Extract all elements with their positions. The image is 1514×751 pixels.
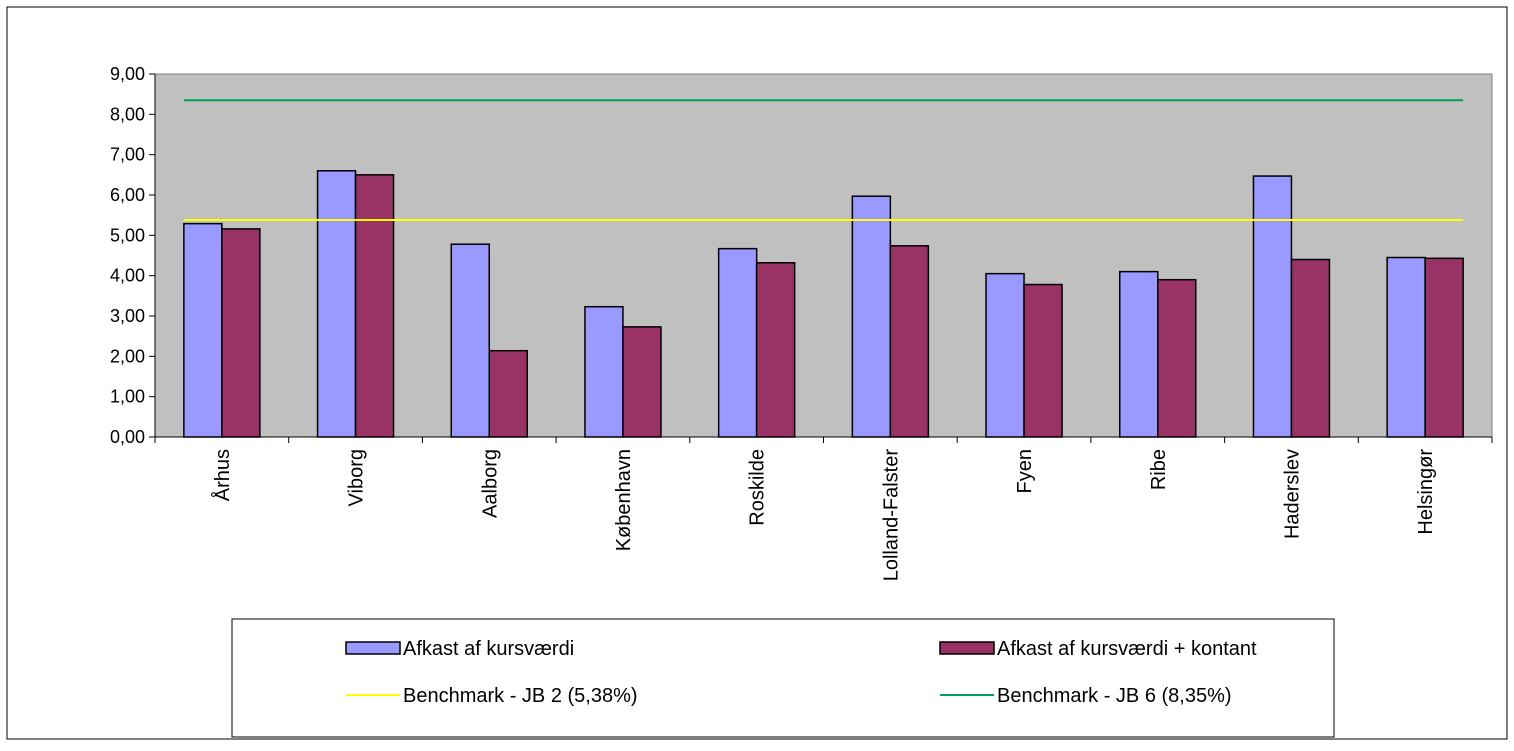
x-tick-label: Haderslev <box>1281 449 1303 539</box>
bar-kursvaerdi-kontant <box>1424 257 1464 438</box>
x-tick-label: Fyen <box>1014 449 1036 493</box>
x-tick-label: Helsingør <box>1415 449 1437 535</box>
y-tick-label: 4,00 <box>110 266 145 286</box>
legend-item-jb2: Benchmark - JB 2 (5,38%) <box>346 685 638 707</box>
y-tick-label: 3,00 <box>110 306 145 326</box>
x-axis: Århus Viborg Aalborg København Roskilde Lolla… <box>154 436 1493 582</box>
legend-item-jb6: Benchmark - JB 6 (8,35%) <box>940 685 1232 707</box>
bar-kursvaerdi-kontant <box>755 262 796 438</box>
bar-kursvaerdi <box>316 170 357 438</box>
y-tick-label: 8,00 <box>110 104 145 124</box>
y-tick-label: 7,00 <box>110 145 145 165</box>
legend-label: Benchmark - JB 2 (5,38%) <box>403 685 638 707</box>
x-tick-label: Lolland-Falster <box>880 449 902 582</box>
x-tick-label: Viborg <box>346 449 368 506</box>
legend-swatch <box>345 641 401 655</box>
legend-item-kursvaerdi: Afkast af kursværdi <box>345 638 574 660</box>
bar-kursvaerdi-kontant <box>889 245 930 438</box>
bar-kursvaerdi-kontant <box>622 326 662 438</box>
bar-kursvaerdi <box>1386 256 1426 438</box>
legend-label: Afkast af kursværdi + kontant <box>997 638 1257 660</box>
bar-kursvaerdi <box>183 222 223 438</box>
y-tick-label: 0,00 <box>110 427 145 447</box>
bars <box>183 170 1464 438</box>
legend: Afkast af kursværdi Afkast af kursværdi +… <box>231 618 1335 738</box>
legend-box <box>231 618 1335 738</box>
y-tick-label: 9,00 <box>110 64 145 84</box>
bar-kursvaerdi <box>851 195 892 438</box>
x-tick-label: Aalborg <box>479 449 501 518</box>
bar-kursvaerdi-kontant <box>1157 278 1197 438</box>
benchmark-lines <box>183 99 1464 222</box>
x-tick-label: Roskilde <box>747 449 769 526</box>
legend-item-kursvaerdi-kontant: Afkast af kursværdi + kontant <box>939 638 1257 660</box>
bar-kursvaerdi-kontant <box>1290 258 1331 438</box>
x-tick-label: Ribe <box>1148 449 1170 490</box>
y-tick-label: 5,00 <box>110 225 145 245</box>
x-tick-label: Århus <box>211 449 234 501</box>
bar-kursvaerdi <box>985 272 1025 438</box>
bar-kursvaerdi-kontant <box>354 174 395 438</box>
bar-kursvaerdi <box>1119 270 1159 438</box>
legend-swatch <box>939 641 995 655</box>
bar-kursvaerdi <box>717 247 758 438</box>
y-axis: 0,00 1,00 2,00 3,00 4,00 5,00 6,00 7,00 8,00 9,00 <box>110 64 156 447</box>
y-tick-label: 2,00 <box>110 346 145 366</box>
x-tick-label: København <box>613 449 635 551</box>
bar-kursvaerdi <box>584 305 624 438</box>
legend-label: Afkast af kursværdi <box>403 638 574 660</box>
bar-kursvaerdi-kontant <box>221 228 261 438</box>
bar-kursvaerdi <box>1252 175 1293 438</box>
legend-label: Benchmark - JB 6 (8,35%) <box>997 685 1232 707</box>
y-tick-label: 1,00 <box>110 387 145 407</box>
y-tick-label: 6,00 <box>110 185 145 205</box>
bar-kursvaerdi-kontant <box>488 349 528 438</box>
bar-kursvaerdi <box>450 243 490 438</box>
bar-kursvaerdi-kontant <box>1023 283 1063 438</box>
